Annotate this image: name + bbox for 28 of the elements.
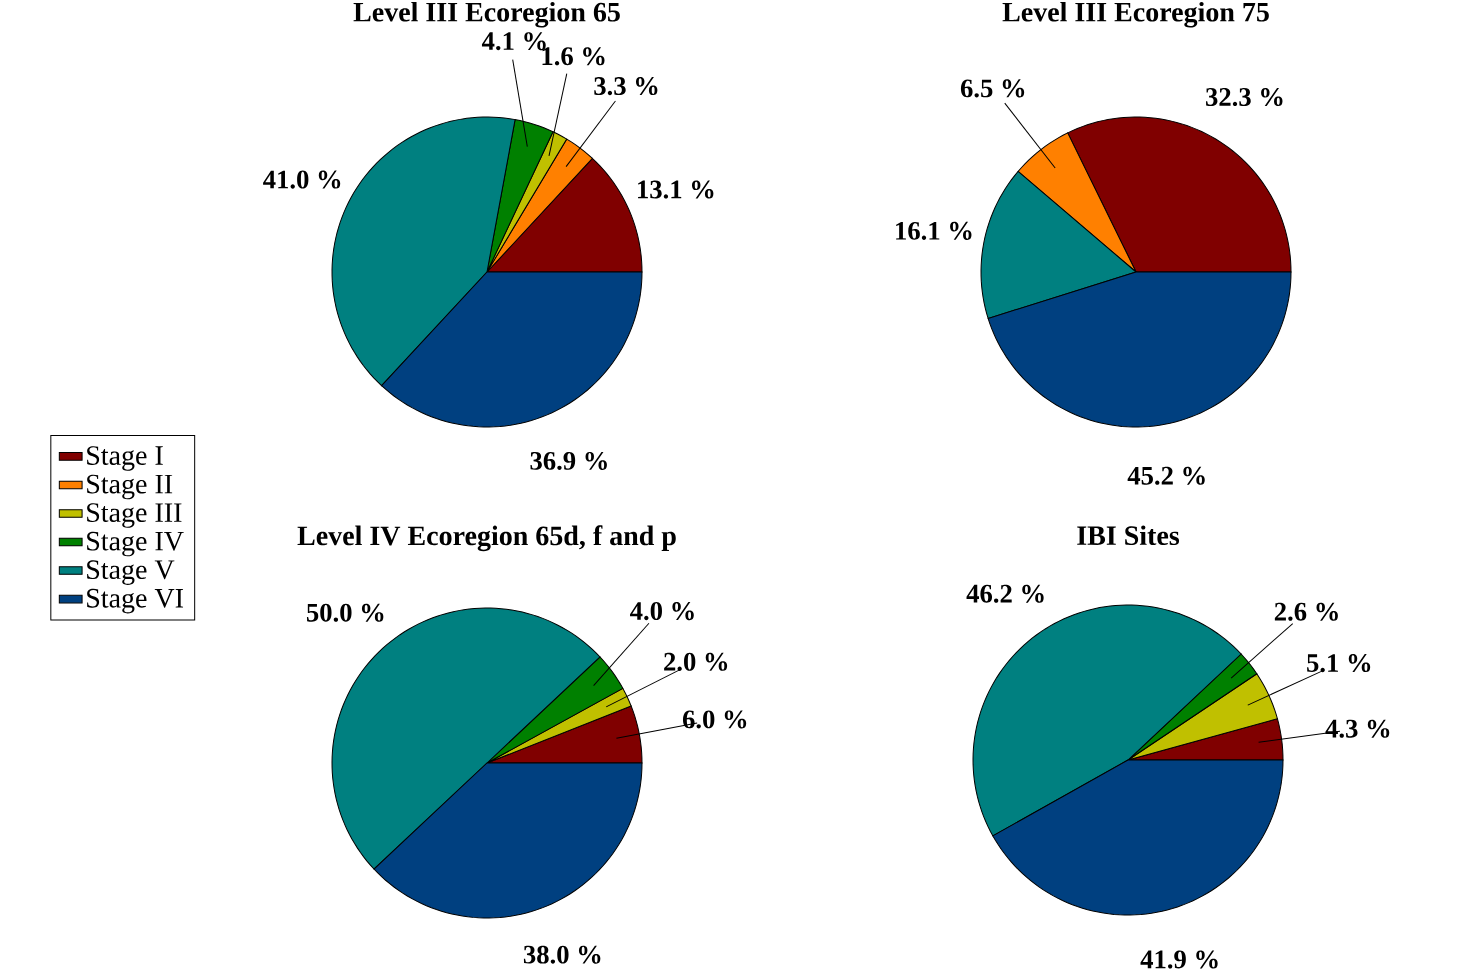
data-label: 38.0 % <box>523 945 601 964</box>
data-label: 2.0 % <box>664 652 728 671</box>
chart-title: Level III Ecoregion 65 <box>353 1 620 28</box>
legend-label: Stage VI <box>87 588 184 614</box>
data-label: 45.2 % <box>1127 466 1205 485</box>
data-label: 36.9 % <box>530 451 607 470</box>
legend-label: Stage II <box>87 474 173 500</box>
data-label: 6.5 % <box>960 79 1025 98</box>
chart-title: IBI Sites <box>1077 525 1180 546</box>
data-label: 32.3 % <box>1206 87 1283 107</box>
data-label: 46.2 % <box>966 584 1044 603</box>
legend-label: Stage III <box>87 503 182 528</box>
data-label: 41.9 % <box>1140 950 1218 969</box>
data-label: 41.0 % <box>263 170 341 189</box>
data-label: 3.3 % <box>594 77 658 96</box>
data-label: 50.0 % <box>306 603 384 622</box>
chart-title: Level IV Ecoregion 65d, f and p <box>297 525 676 552</box>
legend-label: Stage IV <box>87 531 184 557</box>
legend-label: Stage I <box>87 446 163 471</box>
data-label: 5.1 % <box>1307 654 1371 673</box>
legend-label: Stage V <box>87 560 175 585</box>
data-label: 4.0 % <box>630 602 694 621</box>
data-label: 16.1 % <box>896 221 972 240</box>
data-label: 13.1 % <box>638 180 714 199</box>
data-label: 2.6 % <box>1274 602 1338 621</box>
data-label: 4.3 % <box>1325 719 1390 738</box>
data-label: 6.0 % <box>682 710 747 729</box>
chart-title: Level III Ecoregion 75 <box>1002 1 1269 28</box>
